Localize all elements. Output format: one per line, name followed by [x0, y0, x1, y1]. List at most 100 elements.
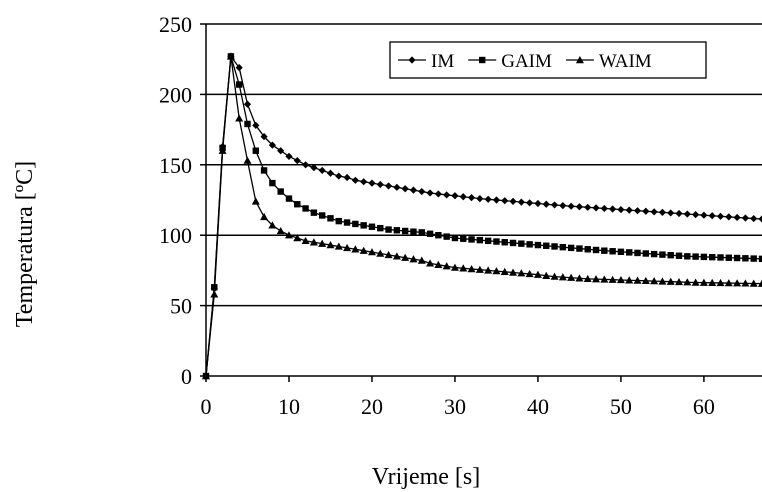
data-point	[418, 229, 425, 236]
y-tick-label: 100	[159, 223, 192, 248]
data-point	[709, 253, 716, 261]
data-point	[252, 121, 260, 129]
data-point	[268, 221, 277, 229]
legend-marker	[408, 56, 416, 64]
data-point	[260, 133, 268, 141]
data-point	[517, 198, 525, 206]
data-point	[567, 202, 575, 210]
data-point	[218, 146, 227, 154]
data-point	[700, 211, 708, 219]
data-point	[384, 182, 393, 190]
data-point	[376, 249, 385, 257]
data-point	[675, 209, 683, 218]
data-point	[683, 278, 692, 286]
data-point	[559, 202, 567, 210]
axes: 0 50 100 150 200 250 0 10 20 30 40 50 60	[159, 12, 762, 419]
data-point	[650, 208, 658, 216]
data-point	[658, 277, 667, 285]
data-point	[526, 241, 533, 248]
data-point	[351, 176, 359, 184]
data-point	[592, 246, 600, 254]
data-point	[534, 199, 542, 208]
data-point	[509, 268, 518, 276]
data-point	[667, 209, 675, 217]
data-point	[724, 279, 733, 287]
data-point	[533, 270, 542, 278]
data-point	[509, 197, 517, 206]
data-point	[376, 180, 384, 189]
data-point	[750, 214, 758, 223]
data-point	[210, 290, 219, 298]
data-point	[426, 189, 434, 197]
data-point	[443, 233, 450, 240]
data-point	[575, 274, 584, 282]
data-point	[426, 230, 434, 237]
data-point	[385, 226, 392, 233]
data-point	[409, 186, 418, 194]
data-point	[650, 277, 659, 285]
data-point	[716, 278, 725, 287]
legend-label: GAIM	[501, 51, 552, 72]
legend-marker	[575, 56, 584, 64]
data-point	[393, 227, 401, 234]
data-point	[377, 224, 384, 232]
data-point	[434, 260, 443, 268]
data-point	[252, 147, 259, 154]
data-point	[592, 204, 600, 212]
data-point	[326, 169, 335, 177]
data-point	[583, 274, 592, 283]
data-point	[576, 245, 583, 252]
data-point	[659, 251, 666, 258]
data-point	[318, 212, 326, 219]
data-point	[616, 275, 625, 284]
data-point	[392, 252, 401, 260]
data-point	[559, 243, 567, 251]
data-point	[459, 264, 468, 272]
data-point	[700, 253, 708, 261]
data-point	[410, 228, 417, 235]
data-point	[309, 238, 318, 246]
data-point	[343, 243, 352, 252]
data-point	[443, 191, 451, 199]
data-point	[716, 212, 725, 220]
data-point	[202, 372, 210, 380]
data-point	[360, 178, 368, 186]
data-point	[551, 243, 558, 250]
data-point	[749, 279, 758, 287]
data-point	[467, 194, 476, 202]
data-point	[666, 277, 675, 285]
legend-marker	[479, 56, 486, 64]
data-point	[276, 226, 285, 235]
data-point	[658, 208, 667, 216]
data-point	[343, 219, 351, 226]
data-point	[285, 152, 293, 160]
data-point	[683, 210, 691, 218]
data-point	[442, 262, 451, 270]
data-point	[625, 276, 634, 284]
data-point	[584, 246, 591, 253]
data-point	[484, 266, 493, 274]
data-point	[335, 217, 342, 225]
data-point	[426, 259, 435, 267]
data-point	[550, 272, 559, 280]
data-point	[368, 223, 376, 230]
data-point	[417, 256, 426, 264]
series-im	[202, 52, 762, 380]
data-point	[476, 236, 484, 244]
data-series	[202, 52, 762, 380]
data-point	[717, 254, 724, 261]
data-point	[434, 190, 442, 198]
data-point	[642, 250, 650, 257]
data-point	[284, 231, 293, 239]
data-point	[633, 207, 642, 215]
data-point	[268, 141, 276, 149]
data-point	[542, 200, 550, 208]
data-point	[525, 269, 534, 278]
data-point	[460, 235, 467, 242]
data-point	[733, 254, 741, 262]
x-tick-label: 10	[278, 394, 300, 419]
data-point	[543, 242, 550, 249]
data-point	[260, 167, 268, 174]
data-point	[450, 263, 459, 271]
